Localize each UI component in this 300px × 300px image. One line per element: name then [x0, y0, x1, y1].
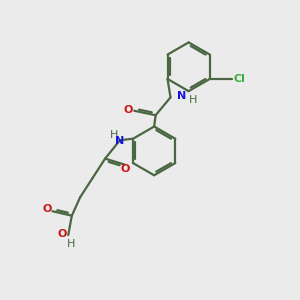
Text: O: O: [43, 204, 52, 214]
Text: Cl: Cl: [233, 74, 245, 84]
Text: H: H: [67, 239, 75, 249]
Text: H: H: [110, 130, 118, 140]
Text: N: N: [177, 91, 186, 100]
Text: O: O: [124, 105, 133, 115]
Text: O: O: [57, 230, 66, 239]
Text: H: H: [189, 95, 197, 105]
Text: O: O: [120, 164, 130, 174]
Text: N: N: [115, 136, 124, 146]
